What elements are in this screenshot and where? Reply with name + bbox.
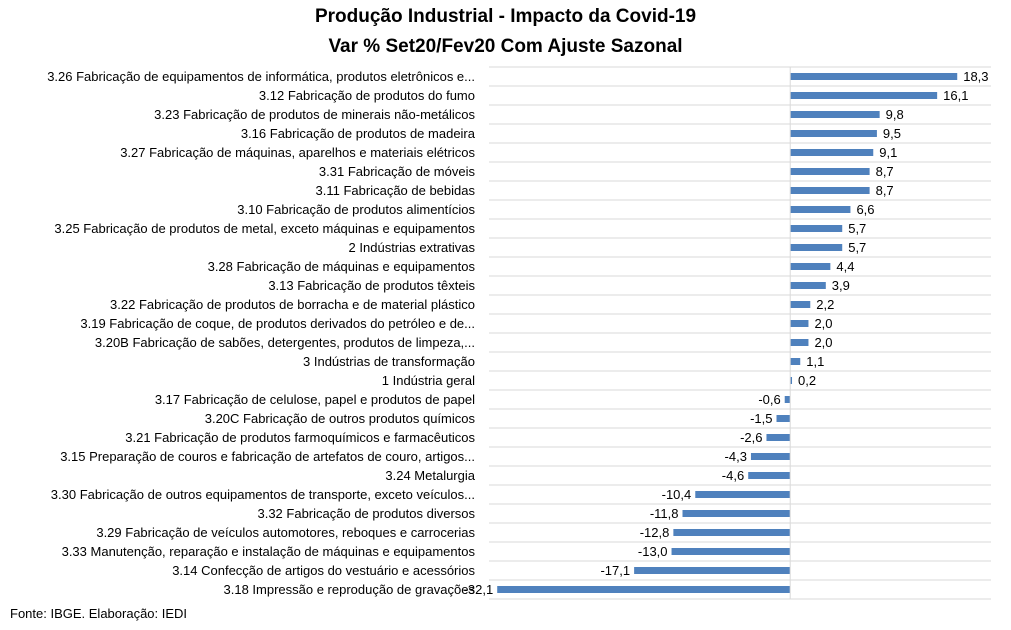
category-label: 3.19 Fabricação de coque, de produtos de…: [80, 316, 475, 331]
value-label: -12,8: [640, 525, 670, 540]
bar: [790, 358, 801, 365]
category-label: 3.20B Fabricação de sabões, detergentes,…: [95, 335, 475, 350]
category-label: 3.24 Metalurgia: [385, 468, 475, 483]
value-label: -1,5: [750, 411, 772, 426]
value-label: -0,6: [758, 392, 780, 407]
value-label: 9,1: [879, 145, 897, 160]
category-label: 3.16 Fabricação de produtos de madeira: [241, 126, 476, 141]
value-label: 0,2: [798, 373, 816, 388]
bar: [766, 434, 791, 441]
bar: [790, 263, 831, 270]
bar: [790, 92, 938, 99]
bar: [790, 111, 880, 118]
source-note: Fonte: IBGE. Elaboração: IEDI: [10, 606, 188, 621]
bar: [784, 396, 791, 403]
bar: [790, 377, 793, 384]
bar: [682, 510, 791, 517]
category-label: 3.33 Manutenção, reparação e instalação …: [62, 544, 476, 559]
value-label: 18,3: [963, 69, 988, 84]
value-label: -13,0: [638, 544, 668, 559]
bar: [790, 320, 809, 327]
bar: [790, 130, 877, 137]
bar: [790, 225, 843, 232]
bar: [790, 149, 874, 156]
value-label: 16,1: [943, 88, 968, 103]
bar: [497, 586, 791, 593]
category-label: 3.25 Fabricação de produtos de metal, ex…: [54, 221, 475, 236]
value-label: -17,1: [600, 563, 630, 578]
category-label: 3.18 Impressão e reprodução de gravações: [224, 582, 476, 597]
value-label: -4,3: [725, 449, 747, 464]
value-label: 2,0: [814, 335, 832, 350]
bar: [790, 282, 826, 289]
value-label: 5,7: [848, 240, 866, 255]
value-label: -10,4: [662, 487, 692, 502]
chart-subtitle: Var % Set20/Fev20 Com Ajuste Sazonal: [328, 36, 683, 57]
bar: [790, 73, 958, 80]
gridlines: [489, 66, 991, 600]
bar: [673, 529, 791, 536]
bar: [748, 472, 791, 479]
value-label: -4,6: [722, 468, 744, 483]
value-label: 9,5: [883, 126, 901, 141]
bar: [695, 491, 791, 498]
value-label: 5,7: [848, 221, 866, 236]
value-label: 6,6: [856, 202, 874, 217]
category-label: 3.23 Fabricação de produtos de minerais …: [154, 107, 475, 122]
bar: [776, 415, 791, 422]
value-label: 2,2: [816, 297, 834, 312]
category-label: 3.17 Fabricação de celulose, papel e pro…: [155, 392, 475, 407]
bar: [634, 567, 791, 574]
category-label: 3.27 Fabricação de máquinas, aparelhos e…: [120, 145, 475, 160]
bar: [790, 168, 870, 175]
value-label: -32,1: [464, 582, 494, 597]
category-label: 3.30 Fabricação de outros equipamentos d…: [51, 487, 475, 502]
category-label: 3.32 Fabricação de produtos diversos: [257, 506, 475, 521]
bar: [790, 339, 809, 346]
value-label: 8,7: [876, 183, 894, 198]
value-label: -11,8: [650, 506, 679, 521]
value-label: 1,1: [806, 354, 824, 369]
bar: [790, 206, 851, 213]
bar: [750, 453, 791, 460]
category-label: 1 Indústria geral: [382, 373, 475, 388]
category-label: 3.22 Fabricação de produtos de borracha …: [110, 297, 475, 312]
bar: [790, 244, 843, 251]
category-label: 3.31 Fabricação de móveis: [319, 164, 476, 179]
category-label: 3.20C Fabricação de outros produtos quím…: [205, 411, 476, 426]
category-label: 3.14 Confecção de artigos do vestuário e…: [172, 563, 475, 578]
category-label: 3.26 Fabricação de equipamentos de infor…: [47, 69, 475, 84]
category-label: 3.13 Fabricação de produtos têxteis: [268, 278, 475, 293]
value-label: 9,8: [886, 107, 904, 122]
category-label: 2 Indústrias extrativas: [349, 240, 476, 255]
value-label: -2,6: [740, 430, 762, 445]
category-label: 3 Indústrias de transformação: [303, 354, 475, 369]
bar: [671, 548, 791, 555]
category-label: 3.12 Fabricação de produtos do fumo: [259, 88, 475, 103]
category-label: 3.11 Fabricação de bebidas: [316, 183, 476, 198]
value-label: 2,0: [814, 316, 832, 331]
bar: [790, 301, 811, 308]
value-labels: 18,316,19,89,59,18,78,76,65,75,74,43,92,…: [464, 69, 989, 597]
value-label: 8,7: [876, 164, 894, 179]
bar: [790, 187, 870, 194]
category-label: 3.29 Fabricação de veículos automotores,…: [96, 525, 475, 540]
category-labels: 3.26 Fabricação de equipamentos de infor…: [47, 69, 476, 597]
category-label: 3.10 Fabricação de produtos alimentícios: [237, 202, 475, 217]
category-label: 3.21 Fabricação de produtos farmoquímico…: [125, 430, 475, 445]
value-label: 4,4: [836, 259, 854, 274]
bars: [497, 73, 958, 593]
value-label: 3,9: [832, 278, 850, 293]
category-label: 3.28 Fabricação de máquinas e equipament…: [208, 259, 476, 274]
chart-title: Produção Industrial - Impacto da Covid-1…: [314, 6, 697, 27]
category-label: 3.15 Preparação de couros e fabricação d…: [60, 449, 475, 464]
